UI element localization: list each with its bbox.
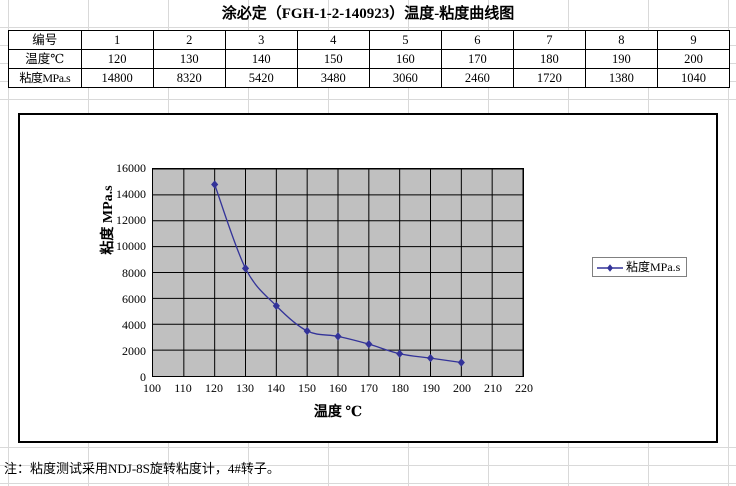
table-cell: 14800 <box>80 68 154 88</box>
table-cell: 1380 <box>584 68 658 88</box>
legend-label: 粘度MPa.s <box>626 260 681 274</box>
x-axis-tick-label: 150 <box>298 381 316 395</box>
table-cell: 5 <box>368 30 442 50</box>
table-cell: 4 <box>296 30 370 50</box>
table-cell: 200 <box>656 49 731 69</box>
table-cell: 1720 <box>512 68 586 88</box>
chart-legend: 粘度MPa.s <box>592 257 688 277</box>
table-cell: 5420 <box>224 68 298 88</box>
legend-marker-icon <box>597 262 623 272</box>
table-cell: 6 <box>440 30 514 50</box>
table-cell: 150 <box>296 49 370 69</box>
table-cell: 1040 <box>656 68 731 88</box>
x-axis-tick-label: 220 <box>515 381 533 395</box>
table-cell: 2 <box>152 30 226 50</box>
table-cell: 3480 <box>296 68 370 88</box>
table-cell: 170 <box>440 49 514 69</box>
x-axis-tick-label: 160 <box>329 381 347 395</box>
x-axis-tick-label: 130 <box>236 381 254 395</box>
table-cell: 3060 <box>368 68 442 88</box>
y-axis-tick-label: 10000 <box>116 239 146 254</box>
x-axis-tick-labels: 100 110 120 130 140 150 160 170 180 190 200 210 220 <box>143 381 533 397</box>
table-row: 粘度MPa.s 14800 8320 5420 3480 3060 2460 1… <box>8 68 731 88</box>
chart-container: 0 2000 4000 6000 8000 10000 12000 14000 16000 10… <box>18 113 718 443</box>
x-axis-title: 温度 ℃ <box>313 405 363 420</box>
table-cell: 9 <box>656 30 731 50</box>
y-axis-title: 粘度 MPa.s <box>101 185 116 255</box>
x-axis-tick-label: 180 <box>391 381 409 395</box>
table-cell: 1 <box>80 30 154 50</box>
table-cell: 3 <box>224 30 298 50</box>
x-axis-tick-label: 190 <box>422 381 440 395</box>
x-axis-tick-label: 170 <box>360 381 378 395</box>
x-axis-tick-label: 100 <box>143 381 161 395</box>
y-axis-tick-label: 0 <box>140 370 146 384</box>
data-table: 编号 1 2 3 4 5 6 7 8 9 温度℃ 120 130 140 150… <box>8 30 731 88</box>
table-cell: 190 <box>584 49 658 69</box>
table-cell: 120 <box>80 49 154 69</box>
x-axis-tick-label: 120 <box>205 381 223 395</box>
table-cell: 8320 <box>152 68 226 88</box>
plot-area <box>152 168 524 377</box>
y-axis-tick-label: 12000 <box>116 213 146 228</box>
y-axis-tick-label: 2000 <box>122 343 146 358</box>
x-axis-tick-label: 200 <box>453 381 471 395</box>
table-cell: 130 <box>152 49 226 69</box>
table-row: 温度℃ 120 130 140 150 160 170 180 190 200 <box>8 49 731 69</box>
row-header-temperature: 温度℃ <box>8 49 82 69</box>
table-cell: 8 <box>584 30 658 50</box>
y-axis-tick-labels: 0 2000 4000 6000 8000 10000 12000 14000 16000 <box>82 162 146 383</box>
table-cell: 2460 <box>440 68 514 88</box>
x-axis-tick-label: 140 <box>267 381 285 395</box>
footnote: 注：粘度测试采用NDJ-8S旋转粘度计，4#转子。 <box>4 461 280 476</box>
row-header-id: 编号 <box>8 30 82 50</box>
page-title: 涂必定（FGH-1-2-140923）温度-粘度曲线图 <box>221 6 515 22</box>
table-cell: 180 <box>512 49 586 69</box>
table-cell: 140 <box>224 49 298 69</box>
y-axis-tick-label: 4000 <box>122 317 146 332</box>
y-axis-tick-label: 6000 <box>122 291 146 306</box>
chart-plot-svg <box>153 169 523 376</box>
y-axis-tick-label: 16000 <box>116 161 146 175</box>
x-axis-tick-label: 210 <box>484 381 502 395</box>
table-cell: 7 <box>512 30 586 50</box>
row-header-viscosity: 粘度MPa.s <box>8 68 82 88</box>
x-axis-tick-label: 110 <box>174 381 192 395</box>
table-cell: 160 <box>368 49 442 69</box>
y-axis-tick-label: 14000 <box>116 187 146 202</box>
y-axis-tick-label: 8000 <box>122 265 146 280</box>
table-row: 编号 1 2 3 4 5 6 7 8 9 <box>8 30 731 50</box>
